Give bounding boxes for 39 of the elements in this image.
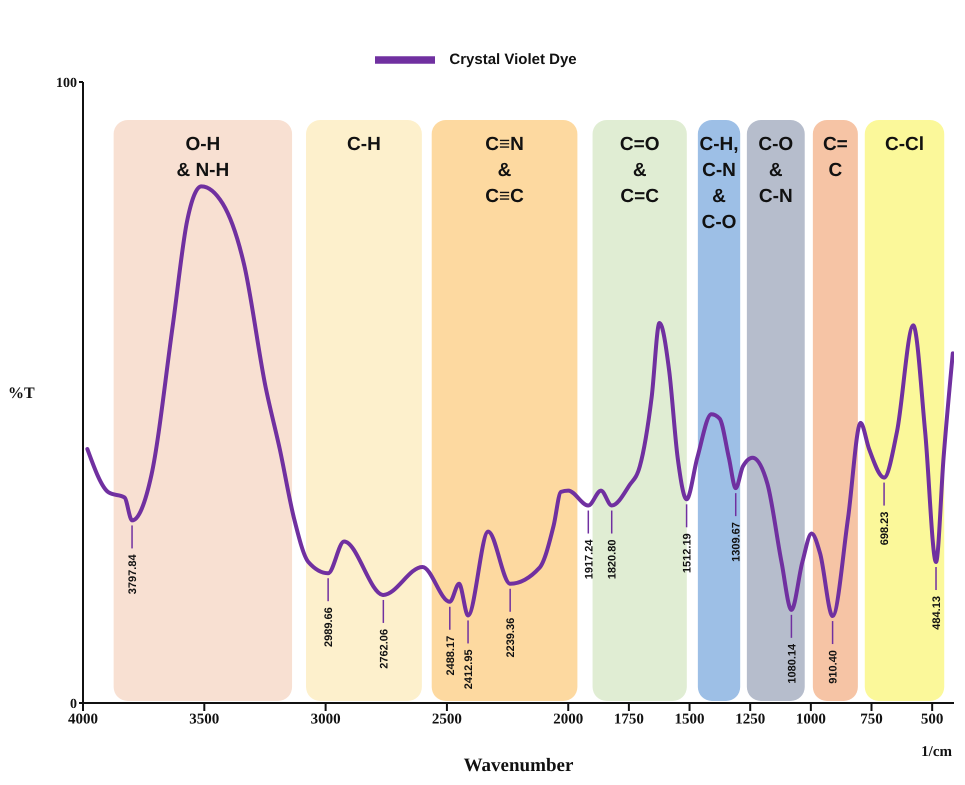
legend-label: Crystal Violet Dye — [449, 50, 577, 68]
x-axis-title: Wavenumber — [464, 755, 574, 776]
x-tick-label: 2000 — [553, 712, 584, 728]
band-label: C-H, C-N & C-O — [699, 134, 739, 233]
x-tick-label: 3000 — [310, 712, 341, 728]
band-label: O-H & N-H — [176, 134, 230, 181]
band-label: C= C — [822, 134, 848, 181]
x-tick-label: 1000 — [796, 712, 826, 728]
annotation: 2412.95 — [463, 649, 476, 690]
band-label: C-Cl — [884, 134, 924, 155]
x-tick-label: 2500 — [432, 712, 462, 728]
annotation: 910.40 — [828, 650, 840, 684]
x-tick-label: 4000 — [68, 712, 98, 728]
x-tick-label: 1500 — [674, 712, 705, 728]
annotation: 1309.67 — [730, 522, 743, 562]
y-tick-label: 0 — [70, 696, 77, 712]
annotation: 1080.14 — [786, 642, 798, 684]
x-tick-label: 1750 — [614, 712, 644, 728]
x-tick-label: 3500 — [189, 712, 220, 728]
annotation: 3797.84 — [127, 554, 140, 594]
annotation: 1512.19 — [682, 533, 694, 574]
y-tick-label: 100 — [56, 76, 77, 91]
annotation: 698.23 — [879, 512, 892, 546]
annotation: 2762.06 — [378, 628, 390, 669]
band-label: C-O & C-N — [758, 134, 794, 207]
y-axis-title: %T — [8, 385, 35, 402]
band-label: C-H — [347, 134, 381, 155]
annotation: 1917.24 — [583, 538, 596, 580]
annotation: 2488.17 — [444, 636, 457, 676]
x-tick-label: 750 — [860, 712, 883, 728]
x-tick-label: 500 — [920, 712, 944, 728]
annotation: 1820.80 — [606, 540, 619, 580]
text: 1/cm — [921, 744, 952, 761]
band-label: C≡N & C≡C — [485, 134, 524, 207]
annotation: 2239.36 — [505, 618, 518, 658]
band-label: C=O & C=C — [620, 134, 660, 207]
annotation: 2989.66 — [323, 607, 336, 647]
annotation: 484.13 — [931, 596, 944, 630]
x-tick-label: 1250 — [735, 712, 766, 728]
